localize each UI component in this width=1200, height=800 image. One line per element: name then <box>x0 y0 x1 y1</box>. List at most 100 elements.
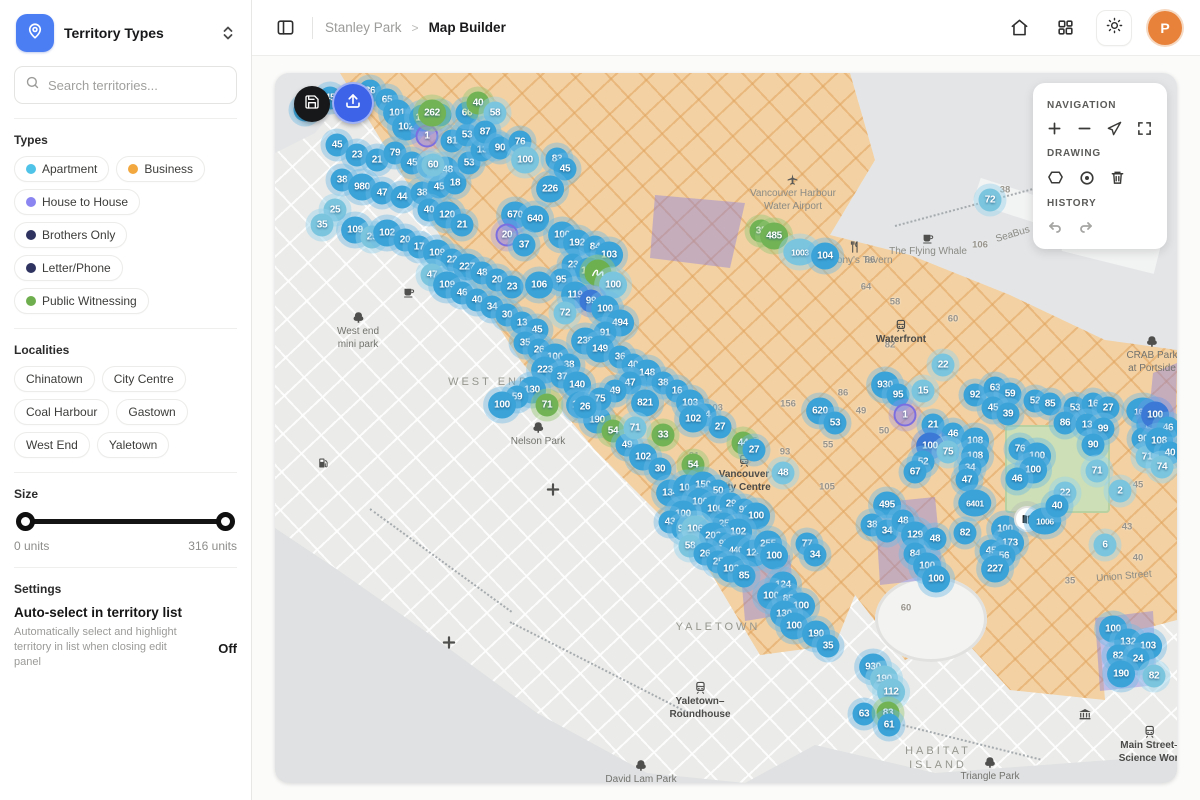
territory-marker[interactable]: 86 <box>1054 412 1077 435</box>
territory-marker[interactable]: 104 <box>811 243 839 270</box>
territory-marker[interactable]: 27 <box>709 416 732 439</box>
territory-marker[interactable]: 82 <box>954 522 977 545</box>
territory-marker[interactable]: 40 <box>1046 495 1069 518</box>
locate-icon[interactable] <box>1107 121 1122 136</box>
territory-marker[interactable]: 100 <box>488 392 516 419</box>
territory-marker[interactable]: 90 <box>1082 434 1105 457</box>
type-chip-label: Business <box>144 162 193 176</box>
territory-marker[interactable]: 37 <box>513 234 536 257</box>
upload-map-button[interactable] <box>332 82 374 124</box>
avatar[interactable]: P <box>1148 11 1182 45</box>
territory-marker[interactable]: 18 <box>444 172 467 195</box>
territory-marker[interactable]: 34 <box>804 544 827 567</box>
territory-marker[interactable]: 23 <box>501 276 524 299</box>
territory-marker[interactable]: 53 <box>824 412 847 435</box>
slider-max-handle[interactable] <box>216 512 235 531</box>
chevron-up-down-icon[interactable] <box>221 25 235 41</box>
type-chip-house-to-house[interactable]: House to House <box>14 189 140 215</box>
locality-chip-coal-harbour[interactable]: Coal Harbour <box>14 399 109 425</box>
territory-marker[interactable]: 48 <box>772 462 795 485</box>
territory-marker[interactable]: 39 <box>997 403 1020 426</box>
territory-marker[interactable]: 100 <box>599 272 627 299</box>
locality-chip-gastown[interactable]: Gastown <box>116 399 187 425</box>
territory-marker[interactable]: 35 <box>311 214 334 237</box>
type-chip-letter-phone[interactable]: Letter/Phone <box>14 255 123 281</box>
museum-icon <box>1078 707 1092 725</box>
territory-marker[interactable]: 102 <box>679 406 707 433</box>
territory-marker[interactable]: 46 <box>1006 468 1029 491</box>
map-canvas[interactable]: 3810666645860821031568649659355501058154… <box>275 73 1177 783</box>
territory-marker[interactable]: 106 <box>525 272 553 299</box>
type-chip-business[interactable]: Business <box>116 156 205 182</box>
territory-marker[interactable]: 74 <box>1151 456 1174 479</box>
territory-marker[interactable]: 71 <box>1086 460 1109 483</box>
territory-marker[interactable]: 72 <box>979 189 1002 212</box>
territory-marker[interactable]: 821 <box>631 390 659 417</box>
theme-toggle-button[interactable] <box>1096 10 1132 46</box>
type-chip-public-witnessing[interactable]: Public Witnessing <box>14 288 149 314</box>
map-label: Main Street– Science Worl <box>1119 725 1177 765</box>
territory-marker[interactable]: 226 <box>536 176 564 203</box>
sidebar-header[interactable]: Territory Types <box>14 12 237 66</box>
territory-marker[interactable]: 190 <box>1107 661 1135 688</box>
territory-marker[interactable]: 61 <box>878 714 901 737</box>
territory-marker[interactable]: 6 <box>1094 534 1117 557</box>
breadcrumb-parent[interactable]: Stanley Park <box>325 20 402 35</box>
territory-marker[interactable]: 63 <box>853 703 876 726</box>
territory-marker[interactable]: 100 <box>511 147 539 174</box>
type-chip-apartment[interactable]: Apartment <box>14 156 109 182</box>
territory-marker[interactable]: 85 <box>733 565 756 588</box>
territory-marker[interactable]: 22 <box>932 354 955 377</box>
territory-marker[interactable]: 2 <box>1109 480 1132 503</box>
zoom-in-icon[interactable] <box>1047 121 1062 136</box>
territory-marker[interactable]: 71 <box>624 417 647 440</box>
territory-marker[interactable]: 60 <box>422 154 445 177</box>
territory-marker[interactable]: 100 <box>922 566 950 593</box>
territory-marker[interactable]: 30 <box>649 458 672 481</box>
locality-chip-city-centre[interactable]: City Centre <box>102 366 186 392</box>
territory-marker[interactable]: 33 <box>652 424 675 447</box>
territory-marker[interactable]: 82 <box>1143 665 1166 688</box>
territory-marker[interactable]: 47 <box>956 469 979 492</box>
territory-marker[interactable]: 262 <box>418 100 446 127</box>
home-icon[interactable] <box>1004 13 1034 43</box>
delete-shape-icon[interactable] <box>1110 170 1125 185</box>
undo-icon[interactable] <box>1047 219 1063 235</box>
fullscreen-icon[interactable] <box>1137 121 1152 136</box>
dashboard-grid-icon[interactable] <box>1050 13 1080 43</box>
search-territories-box[interactable] <box>14 66 237 104</box>
territory-marker[interactable]: 640 <box>521 206 549 233</box>
territory-marker[interactable]: 67 <box>904 461 927 484</box>
redo-icon[interactable] <box>1078 219 1094 235</box>
territory-marker[interactable]: 48 <box>924 528 947 551</box>
territory-marker[interactable]: 21 <box>451 214 474 237</box>
setting-autoselect-toggle[interactable]: Off <box>218 625 237 670</box>
territory-marker[interactable]: 100 <box>760 543 788 570</box>
draw-polygon-icon[interactable] <box>1047 169 1064 186</box>
territory-marker[interactable]: 27 <box>1097 397 1120 420</box>
territory-marker[interactable]: 26 <box>574 396 597 419</box>
territory-marker[interactable]: 85 <box>1039 393 1062 416</box>
territory-marker[interactable]: 71 <box>536 394 559 417</box>
draw-point-icon[interactable] <box>1079 170 1095 186</box>
locality-chip-yaletown[interactable]: Yaletown <box>97 432 169 458</box>
territory-marker[interactable]: 1 <box>416 125 439 148</box>
territory-marker[interactable]: 27 <box>743 439 766 462</box>
territory-marker[interactable]: 72 <box>554 302 577 325</box>
slider-min-handle[interactable] <box>16 512 35 531</box>
zoom-out-icon[interactable] <box>1077 121 1092 136</box>
divider <box>14 328 237 329</box>
territory-marker[interactable]: 15 <box>912 380 935 403</box>
sidebar-toggle-icon[interactable] <box>270 13 300 43</box>
territory-marker[interactable]: 35 <box>817 635 840 658</box>
save-map-button[interactable] <box>294 86 330 122</box>
territory-marker[interactable]: 1 <box>894 404 917 427</box>
locality-chip-chinatown[interactable]: Chinatown <box>14 366 95 392</box>
territory-marker[interactable]: 227 <box>981 556 1009 583</box>
search-input[interactable] <box>48 78 226 93</box>
type-chip-label: Public Witnessing <box>42 294 137 308</box>
type-chip-brothers-only[interactable]: Brothers Only <box>14 222 127 248</box>
territory-marker[interactable]: 75 <box>937 441 960 464</box>
slider-track[interactable] <box>22 519 229 524</box>
locality-chip-west-end[interactable]: West End <box>14 432 90 458</box>
